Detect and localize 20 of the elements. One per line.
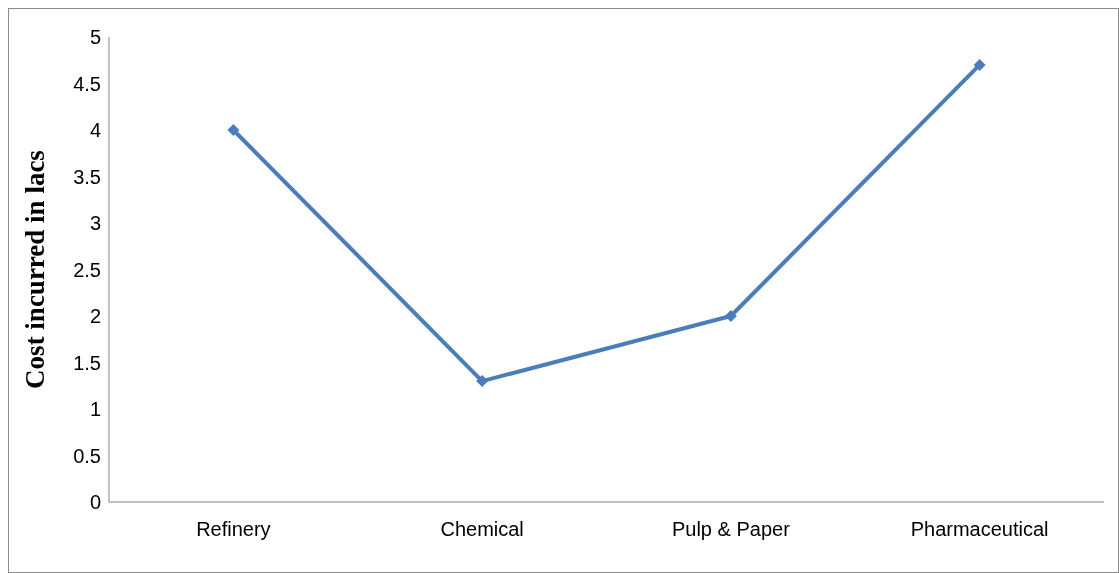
y-tick-label: 1 (89, 398, 101, 421)
y-tick-label: 0 (89, 491, 101, 514)
x-tick-label: Refinery (196, 518, 271, 541)
y-tick-label: 3.5 (73, 165, 101, 188)
x-tick-label: Chemical (440, 518, 524, 541)
y-tick-label: 2.5 (73, 258, 101, 281)
y-tick-label: 4 (89, 119, 101, 142)
x-tick-label: Pulp & Paper (671, 518, 791, 541)
y-tick-label: 3 (89, 212, 101, 235)
x-tick-label: Pharmaceutical (910, 518, 1049, 541)
y-tick-label: 2 (89, 305, 101, 328)
point (973, 58, 986, 71)
y-tick-label: 1.5 (73, 351, 101, 374)
y-axis-title: Cost incurred in lacs (19, 150, 50, 389)
y-tick-label: 5 (89, 26, 101, 49)
y-tick-label: 0.5 (73, 444, 101, 467)
point (476, 375, 489, 388)
point (227, 124, 240, 136)
point (724, 310, 737, 322)
y-tick-label: 4.5 (73, 72, 101, 95)
